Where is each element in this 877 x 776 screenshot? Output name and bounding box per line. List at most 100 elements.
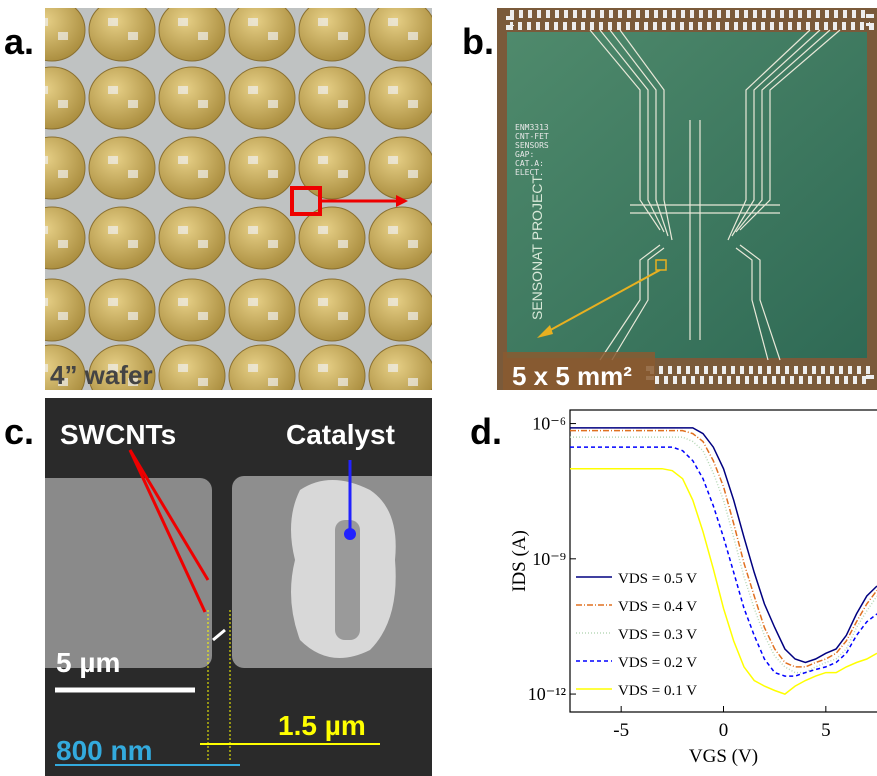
legend-label: VDS = 0.3 V — [618, 627, 697, 643]
y-axis-label: IDS (A) — [509, 530, 530, 592]
gap-label: 800 nm — [56, 735, 153, 766]
wafer — [369, 207, 435, 269]
die-marks — [38, 226, 48, 234]
wafer — [439, 67, 505, 129]
die-marks — [388, 226, 398, 234]
plot-area — [570, 428, 877, 694]
die-marks — [478, 240, 488, 248]
series-line — [570, 447, 877, 676]
y-tick-label: 10⁻¹² — [528, 684, 566, 704]
die-marks — [318, 156, 328, 164]
die-marks — [408, 240, 418, 248]
wafer — [229, 137, 295, 199]
wafer — [439, 345, 505, 407]
die-marks — [338, 378, 348, 386]
die-marks — [108, 86, 118, 94]
die-marks — [388, 298, 398, 306]
die-marks — [38, 18, 48, 26]
legend-label: VDS = 0.2 V — [618, 655, 697, 671]
die-marks — [478, 312, 488, 320]
die-marks — [268, 32, 278, 40]
y-tick-label: 10⁻⁹ — [532, 549, 566, 569]
chip-line: CNT-FET — [515, 132, 549, 141]
wafer — [19, 67, 85, 129]
die-marks — [388, 18, 398, 26]
die-marks — [268, 240, 278, 248]
wafer — [369, 137, 435, 199]
width-label: 1.5 µm — [278, 710, 366, 741]
die-marks — [38, 364, 48, 372]
wafer — [369, 345, 435, 407]
die-marks — [318, 226, 328, 234]
plot-frame — [570, 410, 877, 712]
series-line — [570, 437, 877, 672]
project-text: SENSONAT PROJECT — [529, 175, 545, 320]
die-marks — [58, 240, 68, 248]
die-marks — [408, 32, 418, 40]
chip-line: GAP: — [515, 150, 534, 159]
die-marks — [128, 240, 138, 248]
die-marks — [268, 312, 278, 320]
wafer — [299, 0, 365, 61]
die-marks — [248, 298, 258, 306]
die-marks — [178, 18, 188, 26]
die-marks — [338, 170, 348, 178]
wafer — [229, 279, 295, 341]
die-marks — [408, 170, 418, 178]
die-marks — [38, 86, 48, 94]
panel-label: c. — [4, 411, 34, 452]
die-marks — [388, 364, 398, 372]
wafer — [89, 207, 155, 269]
electrode-left — [20, 478, 212, 668]
chip — [507, 32, 867, 358]
die-marks — [458, 298, 468, 306]
die-marks — [198, 32, 208, 40]
panel-label: a. — [4, 21, 34, 62]
die-marks — [108, 18, 118, 26]
x-tick-label: 0 — [719, 720, 729, 741]
series-line — [570, 428, 877, 663]
wafer — [159, 345, 225, 407]
wafer — [89, 137, 155, 199]
x-axis-label: VGS (V) — [689, 746, 758, 767]
die-marks — [198, 170, 208, 178]
die-marks — [248, 86, 258, 94]
wafer — [229, 0, 295, 61]
chip-line: SENSORS — [515, 141, 549, 150]
die-marks — [478, 378, 488, 386]
die-marks — [458, 364, 468, 372]
die-marks — [458, 226, 468, 234]
die-marks — [318, 298, 328, 306]
wafer — [19, 279, 85, 341]
die-marks — [108, 156, 118, 164]
die-marks — [478, 100, 488, 108]
legend-label: VDS = 0.1 V — [618, 683, 697, 699]
wafer-label: 4” wafer — [50, 360, 153, 390]
legend-label: VDS = 0.5 V — [618, 571, 697, 587]
wafer — [159, 0, 225, 61]
swcnts-label: SWCNTs — [60, 419, 176, 450]
die-marks — [268, 100, 278, 108]
wafer — [229, 345, 295, 407]
wafer — [299, 345, 365, 407]
die-marks — [338, 32, 348, 40]
wafer — [159, 67, 225, 129]
die-marks — [248, 226, 258, 234]
wafer — [89, 0, 155, 61]
chip-size-label: 5 x 5 mm² — [512, 361, 632, 391]
die-marks — [58, 32, 68, 40]
y-tick-label: 10⁻⁶ — [532, 414, 566, 434]
wafer — [439, 279, 505, 341]
die-marks — [248, 18, 258, 26]
die-marks — [388, 86, 398, 94]
die-marks — [108, 298, 118, 306]
wafer — [89, 67, 155, 129]
die-marks — [318, 364, 328, 372]
die-marks — [198, 100, 208, 108]
chip-line: CAT.A: — [515, 159, 544, 168]
die-marks — [338, 312, 348, 320]
die-marks — [268, 378, 278, 386]
chip-line: ENM3313 — [515, 123, 549, 132]
